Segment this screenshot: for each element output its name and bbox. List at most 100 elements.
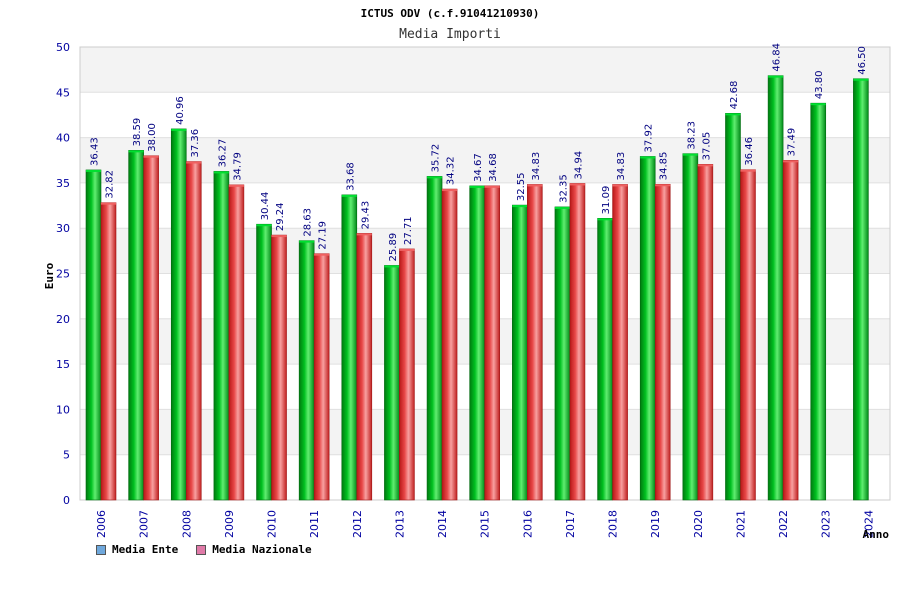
data-label-media-ente-2010: 30.44 [260,192,271,221]
bar-media-ente-2006 [85,169,102,501]
data-label-media-ente-2024: 46.50 [857,46,868,75]
bar-top-cap [86,169,101,172]
bar-top-cap [399,248,415,251]
bar-media-ente-2019 [639,156,656,501]
data-label-media-ente-2015: 34.67 [473,153,484,182]
y-tick-label: 30 [56,222,70,235]
legend-label-media-nazionale: Media Nazionale [212,543,312,556]
x-tick-label-2018: 2018 [607,510,620,538]
data-label-media-nazionale-2013: 27.71 [403,216,414,245]
data-label-media-ente-2018: 31.09 [601,186,612,215]
x-tick-label-2019: 2019 [649,510,662,538]
bar-top-cap [271,235,287,238]
x-tick-label-2021: 2021 [734,510,747,538]
data-label-media-nazionale-2022: 37.49 [787,128,798,157]
bar-media-nazionale-2015 [484,185,500,501]
legend: Media Ente Media Nazionale [96,543,312,556]
data-label-media-ente-2023: 43.80 [814,71,825,100]
legend-swatch-media-ente [96,544,106,555]
bar-media-ente-2022 [767,75,784,501]
bar-media-ente-2020 [682,153,699,501]
y-tick-label: 25 [56,268,70,281]
data-label-media-nazionale-2011: 27.19 [318,221,329,250]
value-labels: 36.43 32.82 38.59 38.00 40.96 37.36 36.27 34.79… [90,43,868,261]
data-label-media-nazionale-2019: 34.85 [659,152,670,181]
bar-top-cap [442,189,458,192]
bar-media-nazionale-2016 [527,184,543,501]
chart-subtitle: Media Importi [399,27,501,42]
y-tick-label: 20 [56,313,70,326]
y-tick-label: 40 [56,132,70,145]
bar-top-cap [612,184,628,187]
bar-top-cap [384,265,400,268]
bar-top-cap [740,169,756,172]
y-tick-label: 35 [56,177,70,190]
grid-band [80,92,890,138]
x-axis-ticks: 2006 2007 2008 2009 2010 2011 2012 2013 2014 2015… [95,510,875,538]
bar-media-nazionale-2021 [740,169,756,501]
data-label-media-ente-2007: 38.59 [132,118,143,147]
x-tick-label-2011: 2011 [308,510,321,538]
x-tick-label-2016: 2016 [521,510,534,538]
bar-top-cap [171,128,187,131]
legend-item-media-nazionale: Media Nazionale [196,543,312,556]
bar-media-ente-2008 [170,128,187,501]
data-label-media-ente-2019: 37.92 [644,124,655,153]
bar-media-ente-2016 [512,204,528,501]
y-axis-ticks: 0 5 10 15 20 25 30 35 40 45 50 [56,41,70,507]
bar-media-nazionale-2014 [441,188,458,501]
y-tick-label: 10 [56,403,70,416]
bar-top-cap [101,202,116,205]
bar-media-nazionale-2011 [313,253,330,501]
x-tick-label-2012: 2012 [351,510,364,538]
x-tick-label-2020: 2020 [692,510,705,538]
data-label-media-nazionale-2008: 37.36 [190,129,201,158]
data-label-media-nazionale-2014: 34.32 [446,156,457,185]
x-tick-label-2008: 2008 [180,510,193,538]
bar-media-ente-2010 [256,223,272,501]
bar-top-cap [853,78,869,81]
bar-top-cap [213,171,229,174]
data-label-media-ente-2020: 38.23 [686,121,697,150]
y-tick-label: 50 [56,41,70,54]
data-label-media-ente-2016: 32.55 [516,172,527,201]
y-tick-label: 5 [63,449,70,462]
bar-top-cap [356,233,372,236]
x-tick-label-2010: 2010 [266,510,279,538]
bar-media-ente-2009 [213,171,230,501]
x-tick-label-2007: 2007 [138,510,151,538]
bar-top-cap [682,153,698,156]
bar-media-nazionale-2007 [143,155,159,501]
bar-top-cap [228,184,244,187]
bar-top-cap [128,150,144,153]
data-label-media-ente-2014: 35.72 [431,144,442,173]
data-label-media-nazionale-2016: 34.83 [531,152,542,181]
bar-top-cap [186,161,202,164]
bar-top-cap [697,164,713,167]
x-tick-label-2024: 2024 [862,510,875,538]
legend-label-media-ente: Media Ente [112,543,179,556]
bar-top-cap [427,176,443,179]
y-tick-label: 15 [56,358,70,371]
data-label-media-nazionale-2006: 32.82 [105,170,116,199]
x-tick-label-2013: 2013 [393,510,406,538]
bar-media-nazionale-2009 [228,184,245,501]
bar-top-cap [341,194,357,197]
bar-top-cap [527,184,543,187]
bar-media-nazionale-2010 [271,234,287,501]
bar-top-cap [725,113,741,116]
bar-media-nazionale-2018 [612,184,628,501]
bar-media-ente-2017 [554,206,571,501]
bar-media-ente-2007 [128,150,144,501]
bar-top-cap [597,218,613,221]
bar-media-nazionale-2022 [782,160,799,501]
bar-top-cap [569,183,585,186]
bar-media-ente-2014 [426,176,443,501]
y-tick-label: 0 [63,494,70,507]
x-tick-label-2014: 2014 [436,510,449,538]
bar-top-cap [469,185,485,188]
bar-top-cap [554,206,570,209]
data-label-media-nazionale-2009: 34.79 [232,152,243,181]
x-tick-label-2009: 2009 [223,510,236,538]
bar-media-nazionale-2012 [356,233,373,501]
